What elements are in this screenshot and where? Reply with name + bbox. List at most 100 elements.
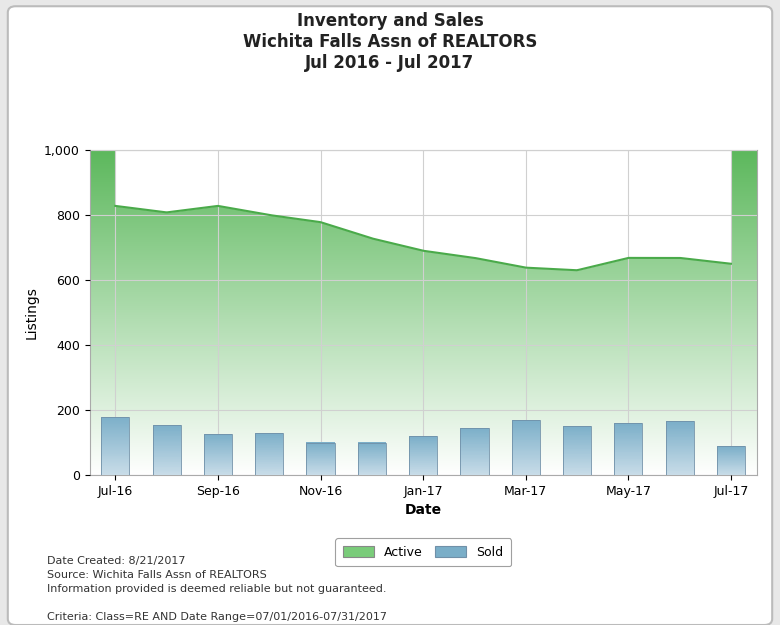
- Bar: [512, 474, 540, 475]
- Bar: [153, 473, 181, 474]
- Bar: [255, 452, 283, 453]
- Bar: [409, 448, 438, 449]
- Text: Date Created: 8/21/2017
Source: Wichita Falls Assn of REALTORS
Information provi: Date Created: 8/21/2017 Source: Wichita …: [47, 556, 387, 622]
- Bar: [614, 455, 643, 456]
- Bar: [563, 449, 591, 450]
- Bar: [512, 431, 540, 432]
- Bar: [204, 452, 232, 453]
- Bar: [563, 430, 591, 431]
- Bar: [204, 455, 232, 456]
- Bar: [614, 448, 643, 449]
- Bar: [409, 458, 438, 459]
- Bar: [460, 474, 488, 475]
- Bar: [614, 456, 643, 457]
- Bar: [409, 436, 438, 437]
- Bar: [255, 469, 283, 470]
- Bar: [204, 445, 232, 446]
- Bar: [665, 433, 693, 434]
- Bar: [460, 459, 488, 460]
- Bar: [614, 472, 643, 473]
- Bar: [614, 426, 643, 428]
- Bar: [512, 441, 540, 442]
- Bar: [204, 467, 232, 468]
- Bar: [204, 458, 232, 459]
- Bar: [153, 460, 181, 461]
- Bar: [409, 439, 438, 440]
- Bar: [563, 444, 591, 446]
- Bar: [665, 432, 693, 433]
- Bar: [153, 441, 181, 442]
- Bar: [101, 459, 129, 461]
- Bar: [460, 448, 488, 449]
- Bar: [153, 462, 181, 463]
- Bar: [460, 471, 488, 472]
- Bar: [153, 433, 181, 434]
- Bar: [665, 471, 693, 472]
- Bar: [255, 460, 283, 461]
- Bar: [460, 432, 488, 433]
- X-axis label: Date: Date: [405, 503, 441, 518]
- Bar: [512, 462, 540, 463]
- Bar: [460, 457, 488, 458]
- Bar: [460, 441, 488, 442]
- Bar: [665, 428, 693, 429]
- Bar: [614, 452, 643, 453]
- Bar: [563, 428, 591, 429]
- Bar: [255, 464, 283, 465]
- Bar: [614, 453, 643, 454]
- Bar: [460, 447, 488, 448]
- Bar: [563, 433, 591, 434]
- Bar: [460, 430, 488, 431]
- Bar: [614, 458, 643, 459]
- Bar: [460, 433, 488, 434]
- Bar: [563, 472, 591, 473]
- Bar: [512, 471, 540, 472]
- Bar: [614, 446, 643, 448]
- Bar: [409, 468, 438, 469]
- Bar: [563, 447, 591, 448]
- Bar: [460, 453, 488, 454]
- Bar: [204, 471, 232, 472]
- Bar: [460, 462, 488, 463]
- Bar: [153, 453, 181, 454]
- Bar: [409, 438, 438, 439]
- Bar: [101, 464, 129, 465]
- Bar: [204, 464, 232, 466]
- Bar: [665, 438, 693, 439]
- Bar: [665, 451, 693, 452]
- Bar: [204, 470, 232, 471]
- Bar: [101, 438, 129, 439]
- Bar: [409, 441, 438, 442]
- Bar: [101, 428, 129, 429]
- Bar: [563, 437, 591, 438]
- Bar: [153, 424, 181, 475]
- Bar: [614, 442, 643, 443]
- Bar: [204, 441, 232, 442]
- Bar: [614, 431, 643, 432]
- Bar: [204, 454, 232, 455]
- Bar: [665, 468, 693, 469]
- Bar: [153, 435, 181, 436]
- Bar: [563, 431, 591, 432]
- Bar: [665, 448, 693, 449]
- Bar: [512, 434, 540, 435]
- Legend: Active, Sold: Active, Sold: [335, 538, 511, 566]
- Bar: [255, 458, 283, 459]
- Bar: [614, 474, 643, 475]
- Bar: [563, 462, 591, 464]
- Bar: [665, 430, 693, 431]
- Bar: [409, 452, 438, 453]
- Bar: [204, 449, 232, 450]
- Bar: [460, 428, 488, 475]
- Bar: [665, 435, 693, 436]
- Bar: [614, 433, 643, 434]
- Bar: [153, 467, 181, 468]
- Bar: [563, 467, 591, 468]
- Bar: [409, 451, 438, 452]
- Bar: [204, 442, 232, 443]
- Bar: [512, 461, 540, 462]
- Bar: [101, 425, 129, 426]
- Bar: [255, 443, 283, 444]
- Bar: [563, 461, 591, 462]
- Bar: [563, 455, 591, 456]
